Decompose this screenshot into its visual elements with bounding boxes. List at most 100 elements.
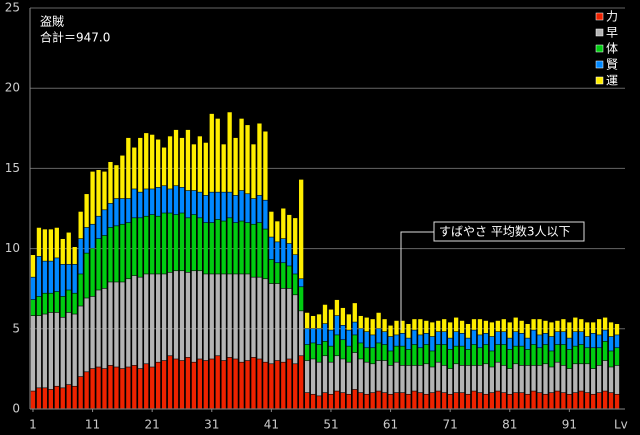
bar-segment xyxy=(388,394,393,409)
bar-segment xyxy=(334,391,340,409)
bar-segment xyxy=(84,227,89,253)
bar-segment xyxy=(602,341,608,361)
bar-segment xyxy=(567,368,572,394)
bar-segment xyxy=(394,392,399,409)
bar-segment xyxy=(54,227,59,258)
bar-segment xyxy=(48,293,54,313)
bar-segment xyxy=(442,332,447,345)
bar-segment xyxy=(203,142,208,196)
bar-segment xyxy=(376,343,381,361)
bar-segment xyxy=(191,362,197,409)
bar-segment xyxy=(412,391,417,409)
bar-segment xyxy=(489,392,495,409)
legend-swatch xyxy=(595,76,604,85)
bar-segment xyxy=(537,319,542,335)
bar-segment xyxy=(233,359,238,409)
bar-segment xyxy=(197,136,202,192)
bar-segment xyxy=(591,368,596,394)
bar-segment xyxy=(144,133,149,189)
bar-segment xyxy=(281,362,286,409)
bar-segment xyxy=(596,392,602,409)
bar-segment xyxy=(364,332,369,348)
bar-segment xyxy=(90,224,95,248)
bar-segment xyxy=(84,298,89,372)
bar-segment xyxy=(549,367,554,393)
bar-segment xyxy=(155,216,161,274)
bar-segment xyxy=(185,272,191,358)
bar-segment xyxy=(370,392,375,409)
bar-segment xyxy=(555,391,560,409)
bar-segment xyxy=(519,365,524,393)
bar-segment xyxy=(102,171,107,210)
bar-segment xyxy=(465,349,471,366)
bar-segment xyxy=(531,319,536,330)
bar-segment xyxy=(161,213,167,274)
bar-segment xyxy=(126,279,131,367)
bar-segment xyxy=(442,365,447,393)
y-tick-label: 25 xyxy=(5,1,20,15)
bar-segment xyxy=(364,362,369,394)
bar-segment xyxy=(227,112,232,192)
bar-segment xyxy=(126,367,131,409)
bar-segment xyxy=(299,279,304,287)
bar-segment xyxy=(406,323,411,338)
bar-segment xyxy=(138,137,143,192)
bar-segment xyxy=(430,351,435,367)
bar-segment xyxy=(358,328,363,343)
bar-segment xyxy=(328,330,334,346)
bar-segment xyxy=(608,392,614,409)
bar-segment xyxy=(513,346,518,364)
bar-segment xyxy=(60,317,65,388)
bar-segment xyxy=(66,290,71,313)
bar-segment xyxy=(150,134,155,189)
bar-segment xyxy=(72,314,77,386)
bar-segment xyxy=(36,296,42,316)
bar-segment xyxy=(334,335,340,356)
bar-segment xyxy=(304,344,310,361)
bar-segment xyxy=(543,333,548,345)
bar-segment xyxy=(400,392,405,409)
bar-segment xyxy=(161,274,167,361)
bar-segment xyxy=(495,344,500,362)
bar-segment xyxy=(66,384,71,409)
bar-segment xyxy=(322,392,328,409)
bar-segment xyxy=(114,165,119,199)
bar-segment xyxy=(507,349,512,369)
bar-segment xyxy=(54,291,59,313)
y-tick-label: 5 xyxy=(12,321,20,335)
bar-segment xyxy=(543,320,548,334)
bar-segment xyxy=(585,364,590,393)
bar-segment xyxy=(388,365,393,394)
bar-segment xyxy=(185,190,191,218)
bar-segment xyxy=(221,192,226,221)
bar-segment xyxy=(418,392,423,409)
legend-label: 賢 xyxy=(606,58,618,72)
bar-segment xyxy=(567,349,572,369)
bar-segment xyxy=(221,274,226,361)
bar-segment xyxy=(167,136,173,189)
bar-segment xyxy=(72,293,77,314)
bar-segment xyxy=(328,394,334,409)
bar-segment xyxy=(406,394,411,409)
bar-segment xyxy=(251,277,256,358)
bar-segment xyxy=(90,368,95,409)
bar-segment xyxy=(483,364,489,394)
bar-segment xyxy=(370,319,375,335)
bar-segment xyxy=(138,277,143,369)
bar-segment xyxy=(573,346,578,364)
bar-segment xyxy=(287,243,292,266)
bar-segment xyxy=(72,246,77,265)
bar-segment xyxy=(245,360,250,409)
bar-segment xyxy=(352,303,357,322)
bar-segment xyxy=(608,322,614,337)
bar-segment xyxy=(36,227,42,257)
bar-segment xyxy=(340,392,346,409)
bar-segment xyxy=(221,360,226,409)
bar-segment xyxy=(221,221,226,274)
bar-segment xyxy=(90,296,95,369)
bar-segment xyxy=(442,319,447,332)
bar-segment xyxy=(531,365,536,391)
bar-segment xyxy=(448,394,453,409)
bar-segment xyxy=(596,348,602,366)
bar-segment xyxy=(96,238,101,290)
